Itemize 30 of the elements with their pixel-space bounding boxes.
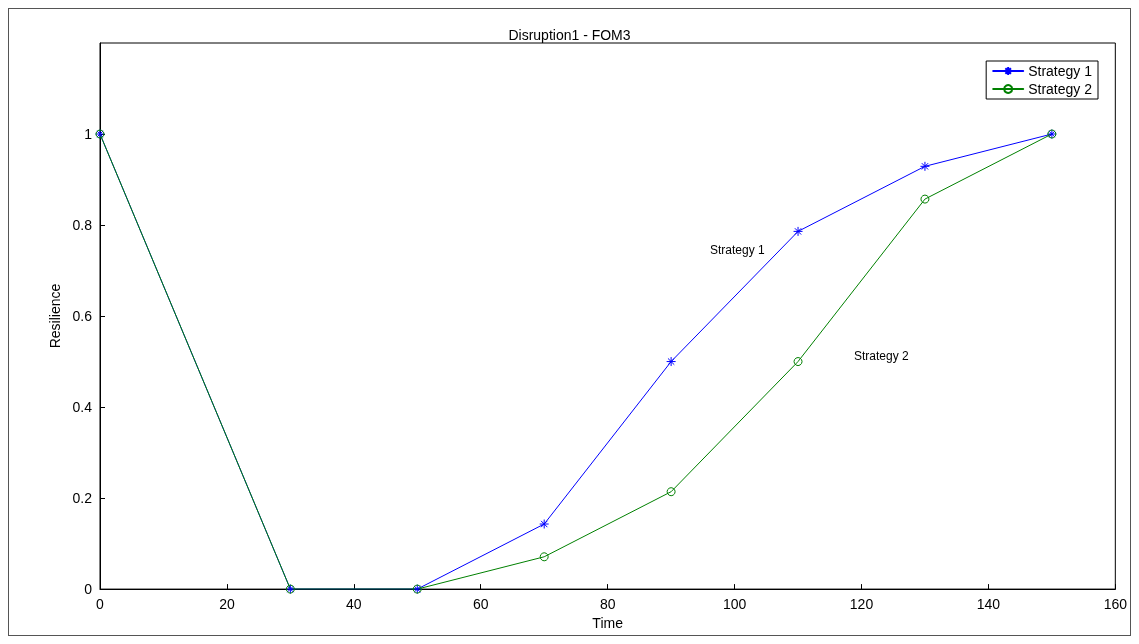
point bbox=[666, 356, 677, 367]
chart-title: Disruption1 - FOM3 bbox=[508, 27, 631, 43]
x-tick-label: 100 bbox=[722, 596, 747, 613]
y-tick-label: 0.2 bbox=[72, 490, 93, 507]
y-tick-label: 0.6 bbox=[72, 308, 93, 325]
x-tick-label: 120 bbox=[849, 596, 874, 613]
x-axis-title: Time bbox=[592, 615, 624, 631]
point bbox=[539, 519, 550, 530]
y-tick-label: 0.4 bbox=[72, 399, 93, 416]
legend-label: Strategy 1 bbox=[1028, 63, 1093, 79]
x-tick-label: 80 bbox=[599, 596, 616, 613]
annotation: Strategy 2 bbox=[853, 349, 909, 364]
y-tick-label: 0 bbox=[84, 581, 93, 598]
point bbox=[793, 357, 803, 367]
x-tick-label: 160 bbox=[1103, 596, 1128, 613]
x-tick-label: 20 bbox=[219, 596, 235, 613]
x-tick-label: 60 bbox=[472, 596, 489, 613]
point bbox=[920, 194, 930, 204]
point bbox=[919, 161, 930, 172]
x-tick-label: 0 bbox=[96, 596, 105, 613]
point bbox=[793, 226, 804, 237]
y-tick-label: 1 bbox=[84, 126, 93, 143]
point bbox=[666, 487, 676, 497]
legend-label: Strategy 2 bbox=[1028, 81, 1093, 97]
x-tick-label: 40 bbox=[346, 596, 362, 613]
annotation: Strategy 1 bbox=[710, 242, 766, 257]
point bbox=[539, 552, 549, 562]
x-tick-label: 140 bbox=[976, 596, 1001, 613]
y-tick-label: 0.8 bbox=[72, 217, 93, 234]
y-axis-title: Resilience bbox=[46, 283, 63, 349]
